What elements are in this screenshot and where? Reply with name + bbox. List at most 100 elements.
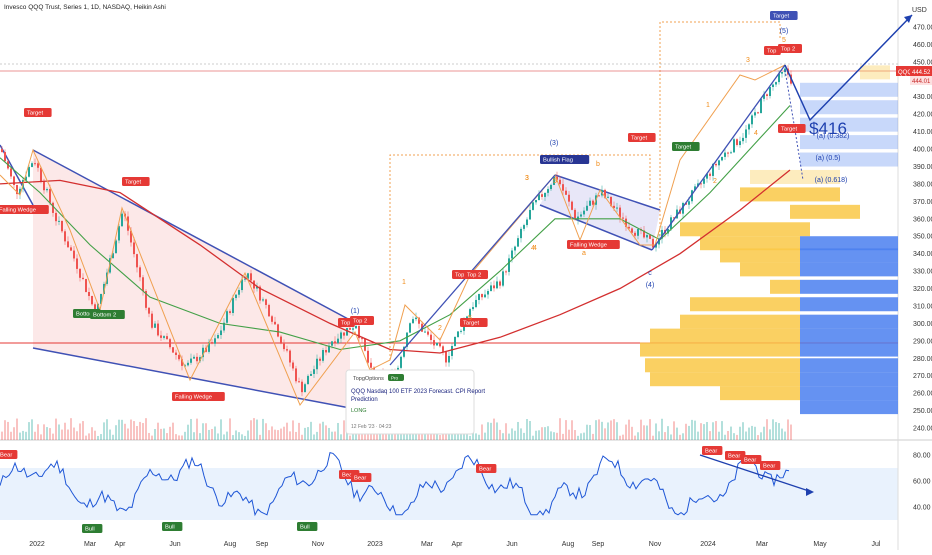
candle-body <box>691 190 693 202</box>
volume-profile-bar-blue <box>800 248 898 263</box>
volume-bar <box>622 434 624 440</box>
volume-bar <box>106 419 108 440</box>
candle-body <box>745 129 747 138</box>
volume-bar <box>157 422 159 440</box>
top-label-bg <box>764 46 781 55</box>
volume-bar <box>643 425 645 440</box>
volume-bar <box>535 430 537 440</box>
volume-bar <box>373 429 375 440</box>
rsi-tick-label: 40.00 <box>913 505 931 512</box>
candle-body <box>43 180 45 191</box>
candle-body <box>196 356 198 362</box>
wave-label: a <box>582 250 586 257</box>
candle-body <box>586 205 588 211</box>
volume-bar <box>1 431 3 440</box>
candle-body <box>433 340 435 346</box>
volume-bar <box>178 435 180 440</box>
volume-bar <box>616 422 618 440</box>
candle-body <box>529 209 531 220</box>
bear-label: Bear <box>763 464 775 470</box>
volume-bar <box>724 434 726 440</box>
volume-bar <box>592 433 594 440</box>
idea-title-line2: Prediction <box>351 397 378 403</box>
candle-body <box>769 86 771 96</box>
volume-bar <box>589 425 591 440</box>
volume-profile-bar-blue <box>800 236 898 251</box>
volume-bar <box>94 430 96 440</box>
rsi-line <box>0 451 790 517</box>
idea-card[interactable]: TopgOptions Pro QQQ Nasdaq 100 ETF 2023 … <box>345 369 485 435</box>
volume-bar <box>337 422 339 440</box>
candle-body <box>580 214 582 217</box>
price-tick-label: 320.00 <box>913 286 932 293</box>
volume-bar <box>541 427 543 440</box>
candle-body <box>658 238 660 245</box>
volume-bar <box>34 431 36 440</box>
volume-bar <box>310 421 312 440</box>
idea-date: 12 Feb '23 · 04:23 <box>351 424 392 430</box>
candle-body <box>190 358 192 363</box>
candle-body <box>625 218 627 227</box>
price-target-big: $416 <box>809 119 847 138</box>
price-tick-label: 380.00 <box>913 181 932 188</box>
price-tick-label: 260.00 <box>913 391 932 398</box>
candle-body <box>481 294 483 298</box>
candle-body <box>250 273 252 281</box>
volume-bar <box>490 422 492 440</box>
rsi-tick-label: 60.00 <box>913 479 931 486</box>
wave-label: 1 <box>706 102 710 109</box>
volume-bar <box>364 430 366 440</box>
candle-body <box>169 339 171 348</box>
candle-body <box>628 226 630 229</box>
time-tick-label: Aug <box>562 541 575 548</box>
target-label-bg <box>672 142 700 151</box>
candle-body <box>238 290 240 295</box>
volume-bar <box>289 431 291 440</box>
volume-bar <box>550 431 552 440</box>
candle-body <box>448 355 450 363</box>
candle-body <box>721 156 723 161</box>
candle-body <box>367 350 369 363</box>
volume-bar <box>721 421 723 440</box>
volume-bar <box>601 421 603 440</box>
volume-bar <box>559 418 561 440</box>
candle-body <box>172 347 174 353</box>
projection-arrowhead <box>904 15 912 23</box>
volume-bar <box>679 434 681 440</box>
volume-bar <box>103 422 105 440</box>
volume-bar <box>175 434 177 440</box>
candle-body <box>370 362 372 368</box>
candle-body <box>478 294 480 300</box>
rsi-axis[interactable]: 80.00 60.00 40.00 <box>913 453 931 512</box>
volume-bar <box>250 420 252 440</box>
candle-body <box>712 163 714 176</box>
candle-body <box>271 316 273 322</box>
volume-bar <box>571 420 573 440</box>
candle-body <box>430 334 432 341</box>
candle-body <box>475 299 477 308</box>
wave-label: 4 <box>533 245 537 252</box>
candle-body <box>355 325 357 329</box>
candle-body <box>436 342 438 346</box>
candle-body <box>73 250 75 259</box>
candle-body <box>85 278 87 292</box>
volume-bar <box>577 435 579 440</box>
candle-body <box>556 176 558 180</box>
bottom-label-bg <box>90 310 125 319</box>
candle-body <box>535 200 537 203</box>
volume-bar <box>70 418 72 440</box>
volume-bar <box>301 434 303 440</box>
candle-body <box>331 341 333 346</box>
candle-body <box>349 328 351 330</box>
bull-label-bg <box>297 522 318 531</box>
volume-bar <box>700 423 702 440</box>
volume-bar <box>706 422 708 440</box>
candle-body <box>319 358 321 361</box>
candle-body <box>748 124 750 130</box>
candle-body <box>121 213 123 227</box>
time-axis[interactable]: 2022 Mar Apr Jun Aug Sep Nov 2023 Mar Apr Jun Aug Se… <box>29 541 881 548</box>
volume-bar <box>10 431 12 440</box>
volume-bar <box>508 433 510 440</box>
volume-bar <box>472 428 474 440</box>
